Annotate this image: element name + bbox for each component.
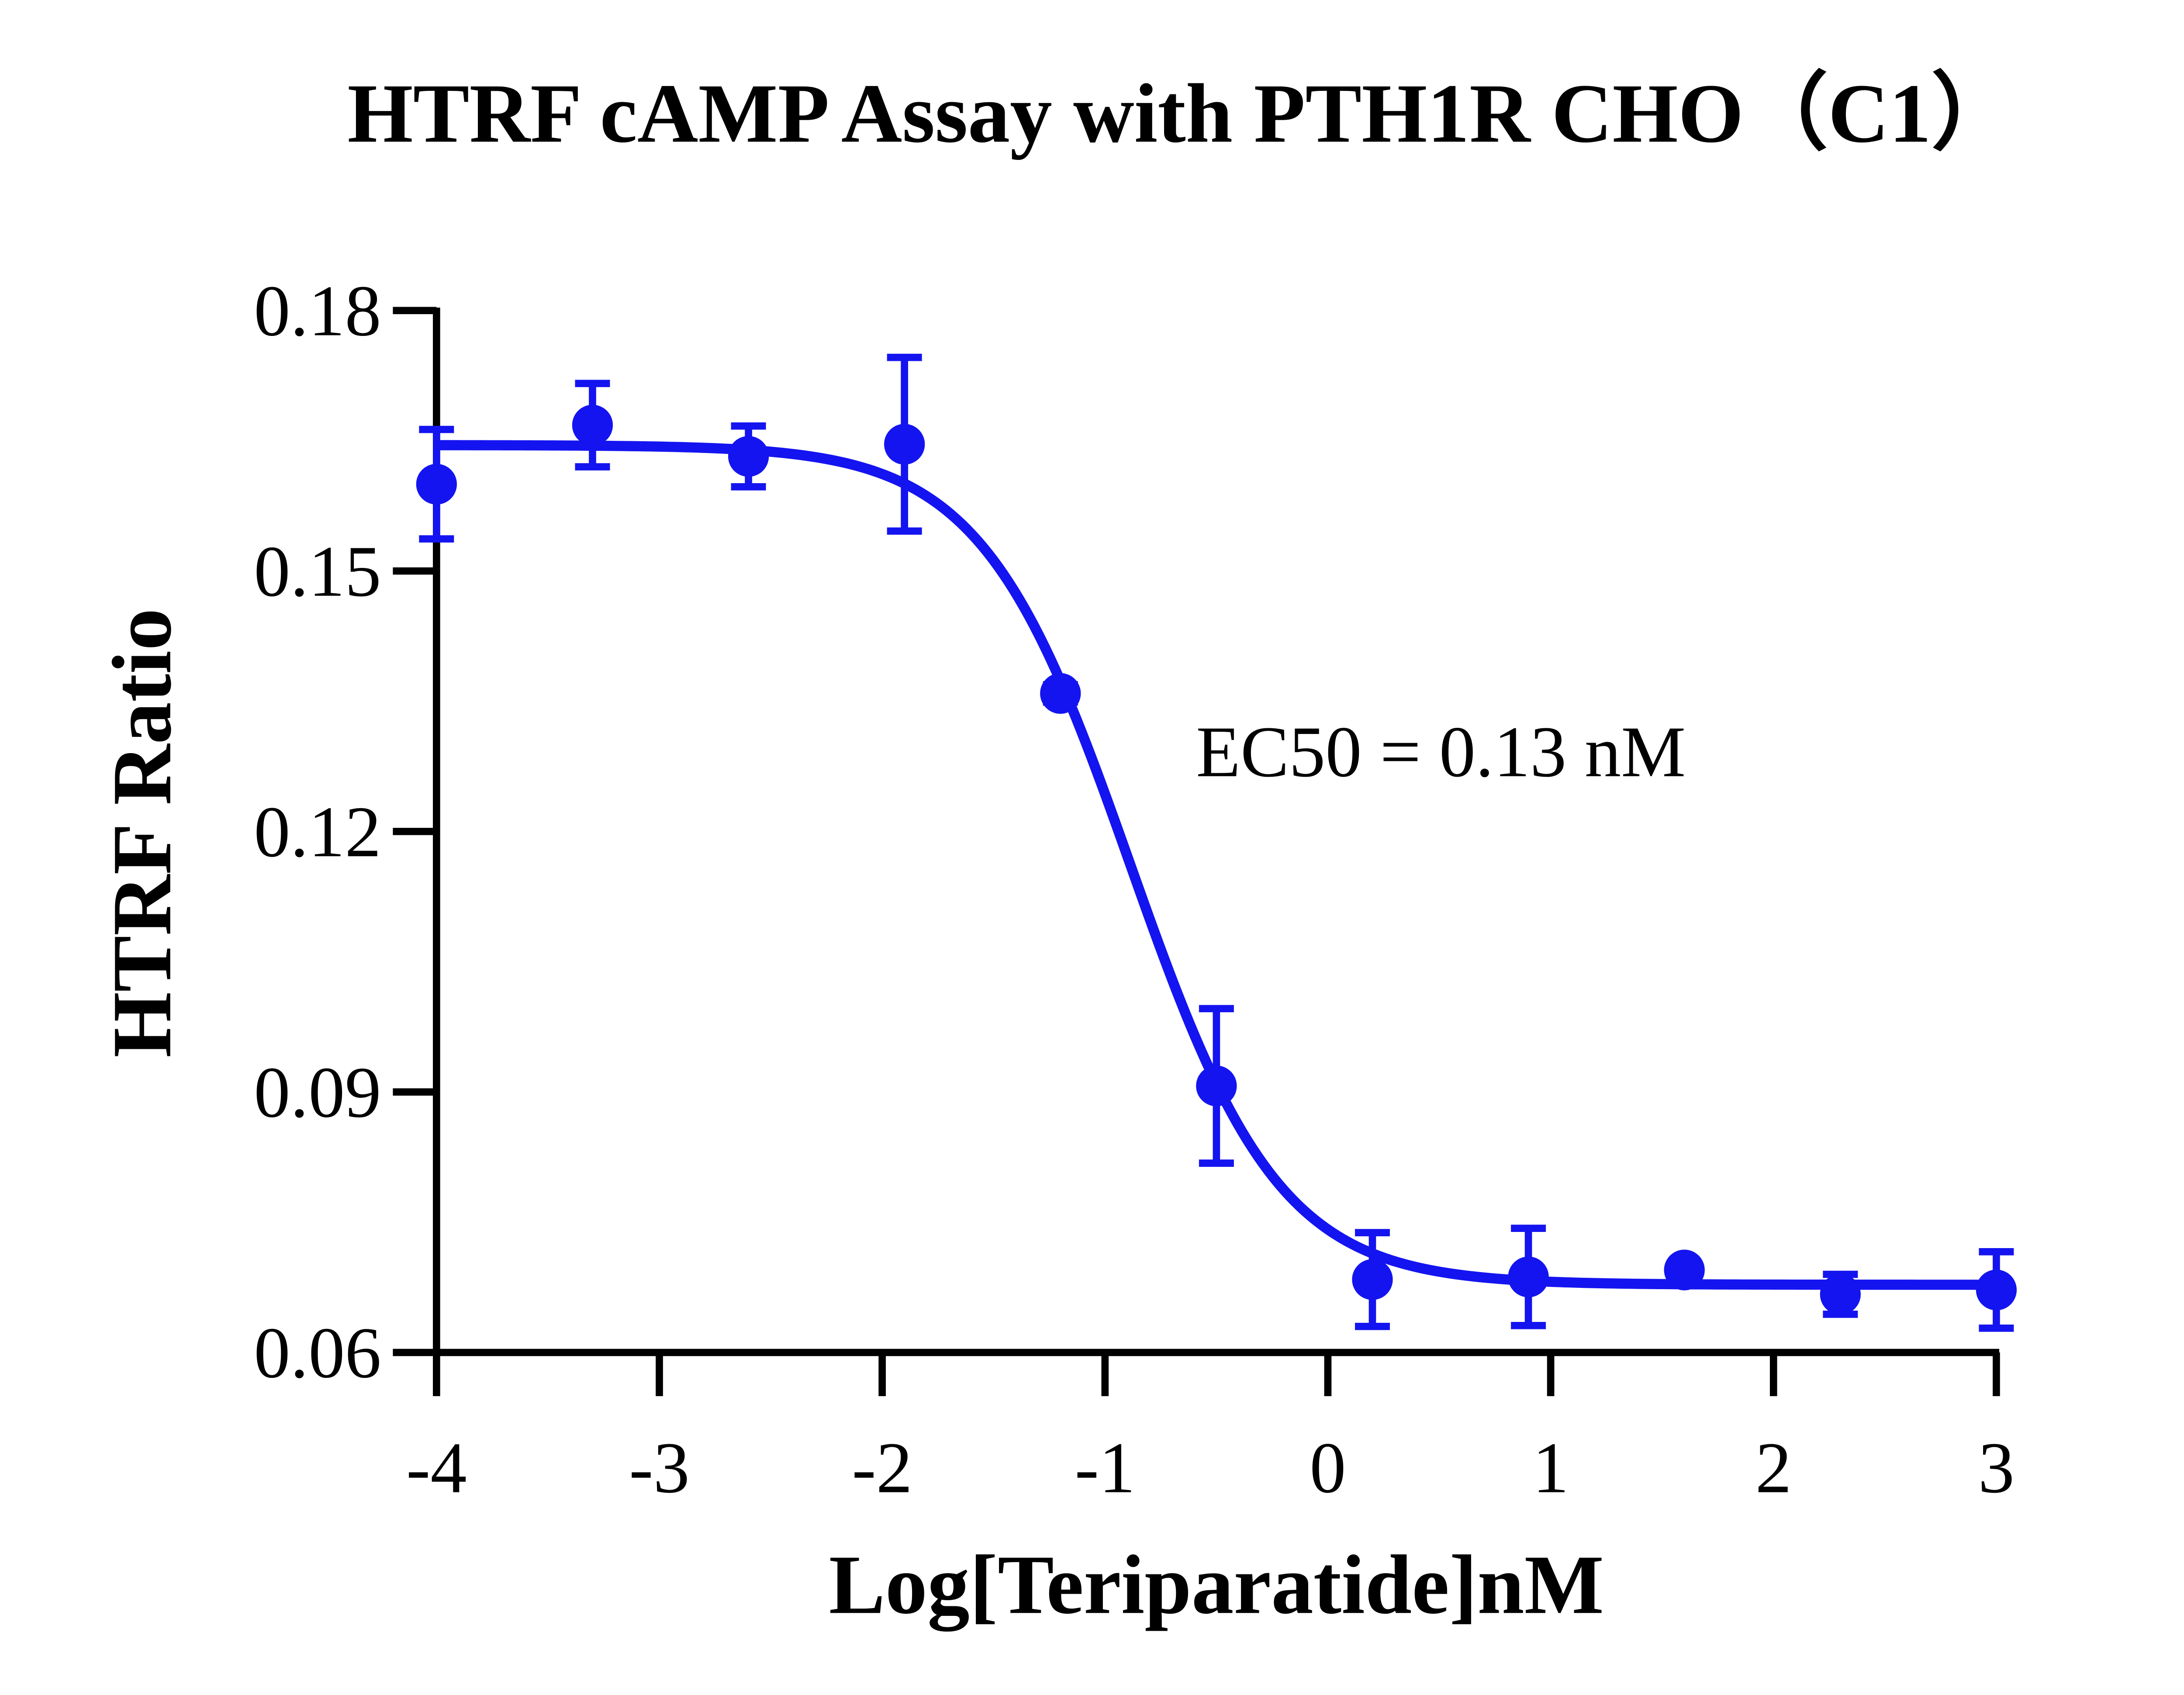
x-tick-label: 3 (1978, 1428, 2015, 1508)
annotation: EC50 = 0.13 nM (1196, 712, 1686, 792)
data-point (884, 424, 925, 465)
data-point (1196, 1065, 1237, 1107)
y-tick-label: 0.15 (254, 532, 381, 612)
y-tick-label: 0.12 (254, 792, 381, 872)
y-axis-label: HTRF Ratio (95, 608, 189, 1057)
data-point (1508, 1256, 1549, 1297)
x-tick-label: 0 (1310, 1428, 1346, 1508)
data-point (1976, 1270, 2017, 1311)
data-point (1040, 673, 1081, 714)
y-tick-label: 0.06 (254, 1313, 381, 1394)
x-tick-label: -4 (406, 1428, 467, 1508)
x-tick-label: -3 (629, 1428, 690, 1508)
y-tick-label: 0.18 (254, 271, 381, 351)
y-tick-label: 0.09 (254, 1052, 381, 1133)
x-tick-label: 1 (1532, 1428, 1569, 1508)
x-tick-label: -2 (852, 1428, 912, 1508)
x-tick-label: 2 (1755, 1428, 1792, 1508)
data-point (1352, 1259, 1393, 1300)
data-point (416, 464, 457, 505)
data-point (1664, 1249, 1705, 1290)
x-axis-label: Log[Teriparatide]nM (829, 1538, 1604, 1632)
data-point (1820, 1274, 1861, 1315)
x-tick-label: -1 (1075, 1428, 1135, 1508)
data-point (572, 405, 613, 446)
chart-title: HTRF cAMP Assay with PTH1R CHO（C1） (347, 66, 2015, 160)
data-point (728, 436, 769, 477)
